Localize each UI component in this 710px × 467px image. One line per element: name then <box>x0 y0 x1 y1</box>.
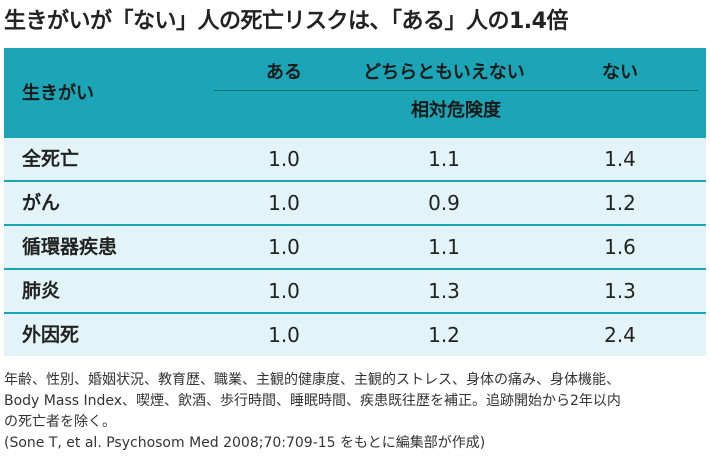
table-row: 肺炎 1.0 1.3 1.3 <box>4 268 706 312</box>
column-header-no: ない <box>602 62 638 83</box>
cell-value: 1.0 <box>268 279 300 303</box>
cell-value: 1.2 <box>428 323 460 347</box>
footnote-line: Body Mass Index、喫煙、飲酒、歩行時間、睡眠時間、疾患既往歴を補正… <box>4 393 621 409</box>
page-title: 生きがいが「ない」人の死亡リスクは、「ある」人の1.4倍 <box>4 9 568 34</box>
row-label: 循環器疾患 <box>22 236 118 258</box>
column-header-neutral: どちらともいえない <box>363 62 525 83</box>
cell-value: 1.0 <box>268 235 300 259</box>
table-row: 循環器疾患 1.0 1.1 1.6 <box>4 224 706 268</box>
cell-value: 1.3 <box>428 279 460 303</box>
cell-value: 2.4 <box>604 323 636 347</box>
footnote-line: の死亡者を除く。 <box>4 414 116 430</box>
footnote-line: 年齢、性別、婚姻状況、教育歴、職業、主観的健康度、主観的ストレス、身体の痛み、身… <box>4 372 620 388</box>
cell-value: 1.4 <box>604 147 636 171</box>
cell-value: 1.3 <box>604 279 636 303</box>
cell-value: 1.2 <box>604 191 636 215</box>
cell-value: 1.1 <box>428 235 460 259</box>
row-header-label: 生きがい <box>22 83 94 104</box>
row-label: 外因死 <box>22 324 80 346</box>
column-header-yes: ある <box>266 62 302 83</box>
footnotes: 年齢、性別、婚姻状況、教育歴、職業、主観的健康度、主観的ストレス、身体の痛み、身… <box>4 370 704 454</box>
relative-risk-subheader: 相対危険度 <box>411 100 501 121</box>
table-header: 生きがい ある どちらともいえない ない 相対危険度 <box>4 48 706 136</box>
cell-value: 1.0 <box>268 147 300 171</box>
cell-value: 1.0 <box>268 191 300 215</box>
row-label: 肺炎 <box>22 280 61 302</box>
cell-value: 0.9 <box>428 191 460 215</box>
cell-value: 1.1 <box>428 147 460 171</box>
table-row: 全死亡 1.0 1.1 1.4 <box>4 136 706 180</box>
table-row: 外因死 1.0 1.2 2.4 <box>4 312 706 356</box>
header-divider <box>214 90 698 91</box>
source-citation: (Sone T, et al. Psychosom Med 2008;70:70… <box>4 435 486 451</box>
row-label: がん <box>22 192 61 214</box>
cell-value: 1.6 <box>604 235 636 259</box>
cell-value: 1.0 <box>268 323 300 347</box>
row-label: 全死亡 <box>22 148 80 170</box>
table-row: がん 1.0 0.9 1.2 <box>4 180 706 224</box>
